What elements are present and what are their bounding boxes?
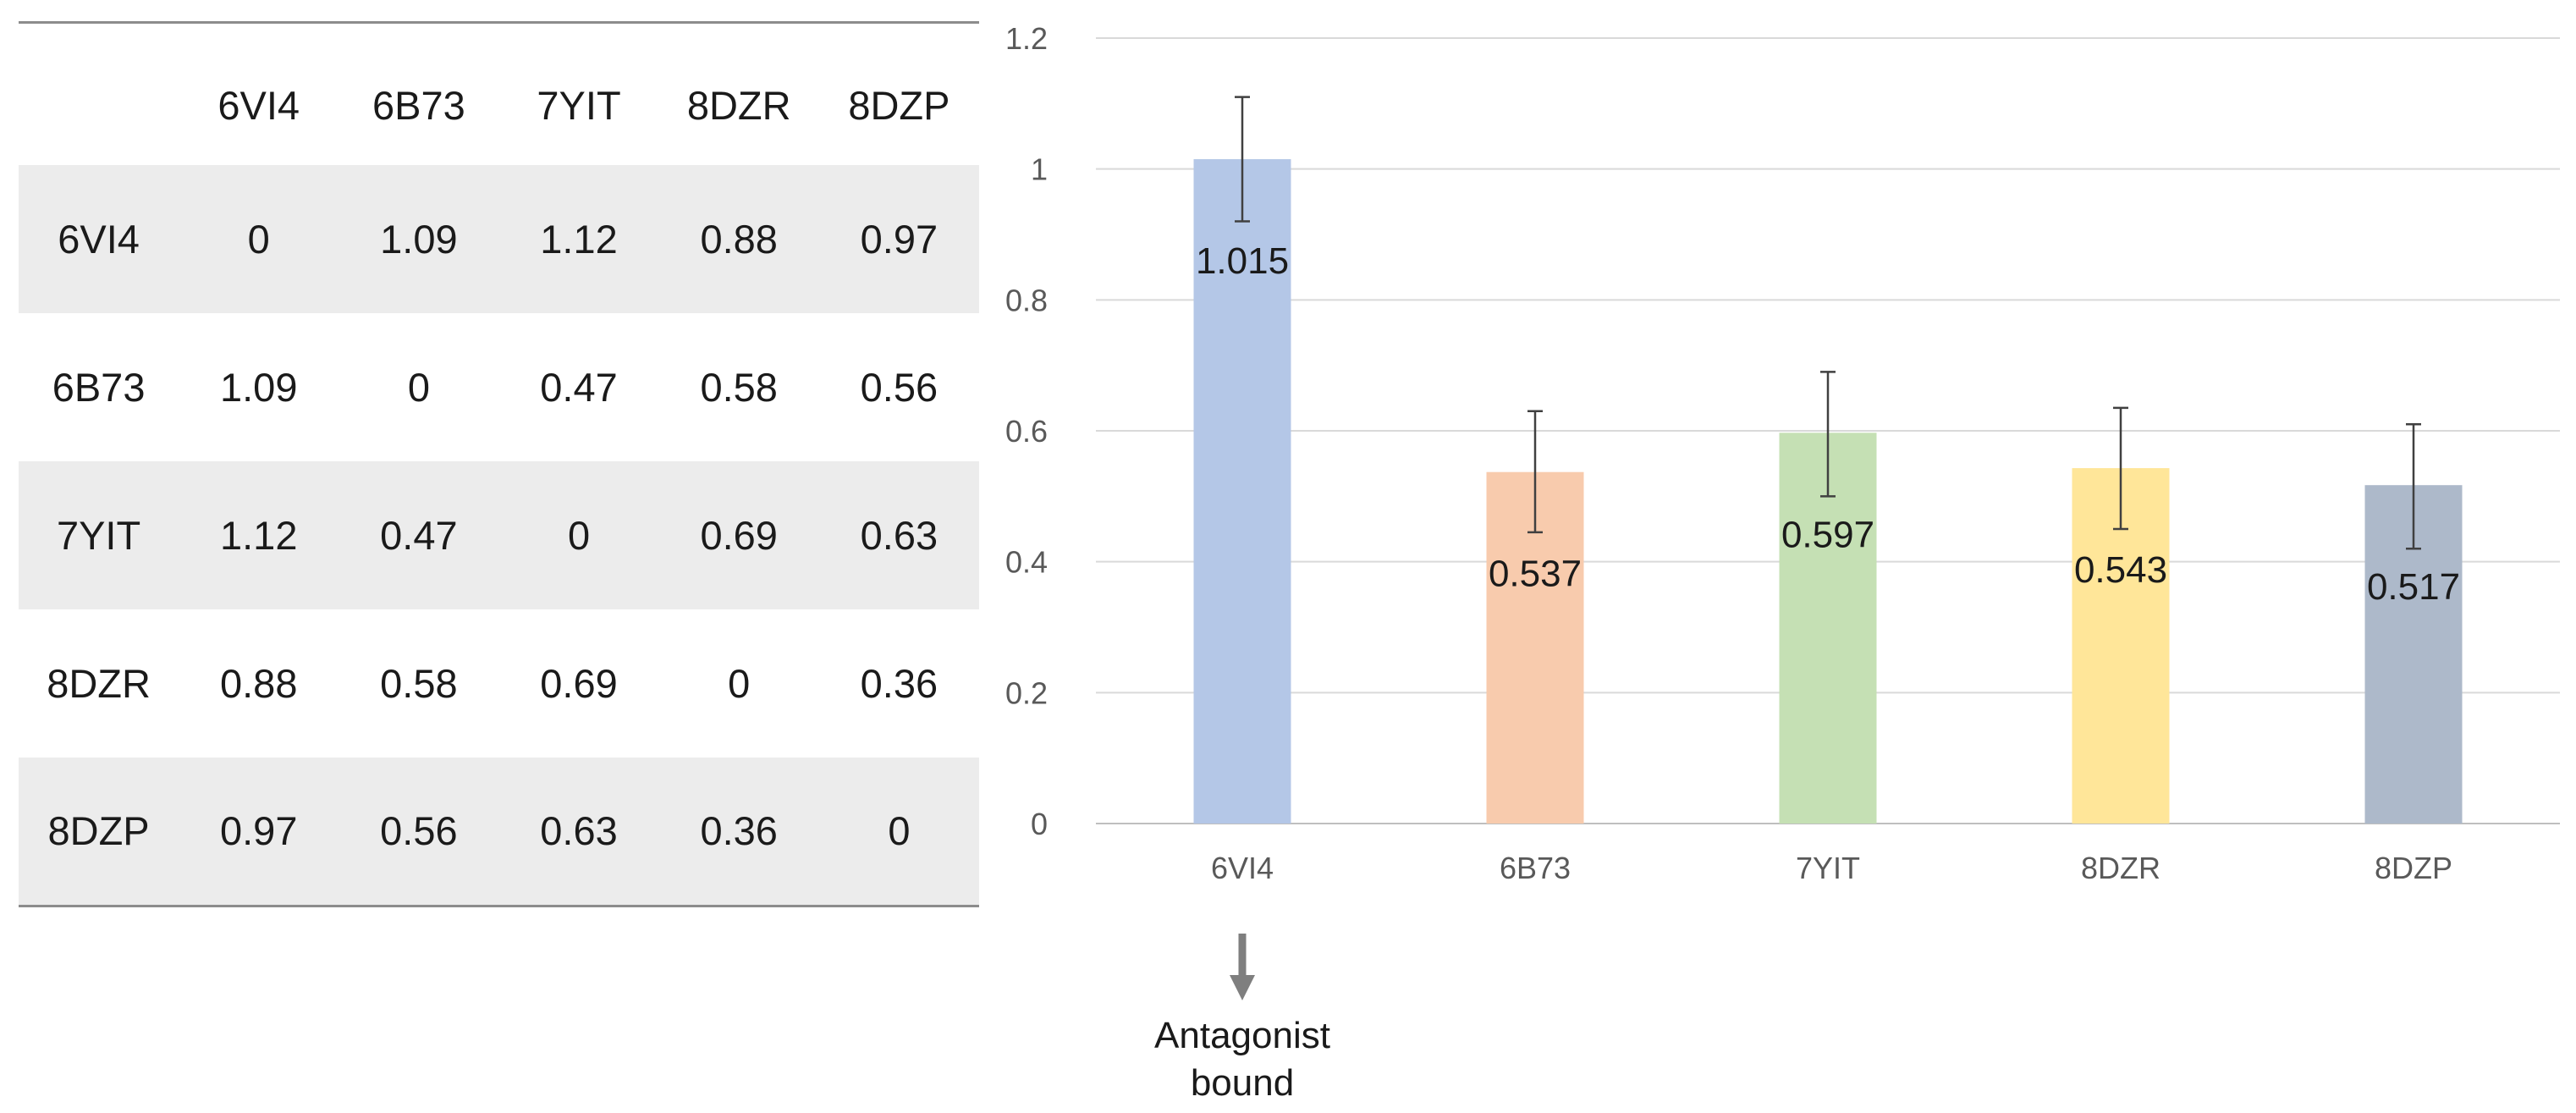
table-cell: 0: [567, 513, 591, 558]
table-cell: 7YIT: [56, 513, 141, 558]
data-label: 0.597: [1781, 514, 1874, 555]
table-row: 7YIT 1.12 0.47 0 0.69 0.63: [19, 461, 979, 609]
table-cell: 0.56: [860, 365, 938, 410]
table-cell: 0.36: [860, 661, 938, 706]
bar-7yit: [1779, 433, 1877, 824]
table-cell: 8DZR: [47, 661, 151, 706]
table-header-cell: 8DZR: [686, 82, 791, 128]
table-row: 6VI4 0 1.09 1.12 0.88 0.97: [19, 165, 979, 313]
y-tick-label: 0.8: [1005, 283, 1048, 317]
x-tick-label: 6VI4: [1211, 851, 1274, 885]
table-header-cell: 7YIT: [537, 82, 621, 128]
table-header-cell: 6B73: [372, 82, 465, 128]
table-cell: 0.69: [540, 661, 618, 706]
table-cell: 0.97: [860, 217, 938, 262]
gridlines: [1096, 37, 2560, 824]
table-cell: 0.47: [540, 365, 618, 410]
table-top-rule: [19, 21, 979, 24]
table-cell: 0: [407, 365, 430, 410]
y-tick-label: 0.4: [1005, 545, 1048, 580]
table-cell: 0.69: [700, 513, 778, 558]
y-tick-label: 1: [1031, 152, 1048, 187]
x-axis-labels: 6VI4 6B73 7YIT 8DZR 8DZP: [1211, 851, 2452, 885]
data-label: 0.517: [2367, 566, 2460, 608]
table-cell: 0.88: [219, 661, 298, 706]
table-row: 6B73 1.09 0 0.47 0.58 0.56: [19, 313, 979, 461]
y-axis-ticks: 0 0.2 0.4 0.6 0.8 1 1.2: [1005, 21, 1048, 841]
table-cell: 0.58: [700, 365, 778, 410]
annotation: Antagonist bound: [1154, 934, 1330, 1104]
x-tick-label: 8DZP: [2375, 851, 2452, 885]
table-cell: 0.56: [339, 758, 499, 907]
table-cell: 1.12: [219, 513, 298, 558]
data-label: 0.543: [2074, 549, 2167, 591]
bar-6vi4: [1193, 159, 1291, 824]
x-tick-label: 6B73: [1500, 851, 1571, 885]
table-cell: 1.12: [540, 217, 618, 262]
table-cell: 8DZP: [19, 758, 179, 907]
x-tick-label: 7YIT: [1796, 851, 1860, 885]
table-cell: 0.63: [498, 758, 659, 907]
data-labels: 1.015 0.537 0.597 0.543 0.517: [1196, 240, 2460, 608]
table-header-row: 6VI4 6B73 7YIT 8DZR 8DZP: [19, 21, 979, 165]
bar-chart: 0 0.2 0.4 0.6 0.8 1 1.2 1.015 0.537 0.597 0.543 0.…: [1005, 21, 2560, 1104]
down-arrow-icon: [1230, 975, 1255, 1000]
table-row: 8DZP 0.97 0.56 0.63 0.36 0: [19, 758, 979, 907]
table-cell: 0.36: [658, 758, 819, 907]
table-cell: 0: [818, 758, 979, 907]
table-cell: 0: [247, 217, 270, 262]
table-cell: 1.09: [380, 217, 458, 262]
table-cell: 1.09: [219, 365, 298, 410]
annotation-label: Antagonist: [1154, 1015, 1330, 1056]
table-header-cell: [19, 21, 179, 165]
table-cell: 0.63: [860, 513, 938, 558]
table-cell: 0.58: [380, 661, 458, 706]
y-tick-label: 0.6: [1005, 414, 1048, 449]
table-header-cell: 8DZP: [848, 82, 950, 128]
y-tick-label: 0: [1031, 807, 1048, 841]
table-cell: 6B73: [52, 365, 146, 410]
data-label: 1.015: [1196, 240, 1289, 282]
data-label: 0.537: [1489, 554, 1582, 595]
rmsd-table: 6VI4 6B73 7YIT 8DZR 8DZP 6VI4 0 1.09 1.1…: [19, 21, 979, 907]
table-header-cell: 6VI4: [217, 82, 300, 128]
table-cell: 6VI4: [58, 217, 140, 262]
x-tick-label: 8DZR: [2081, 851, 2160, 885]
error-bars: [1235, 96, 2421, 550]
table-cell: 0.47: [380, 513, 458, 558]
table-cell: 0.97: [179, 758, 339, 907]
table-cell: 0.88: [700, 217, 778, 262]
y-tick-label: 0.2: [1005, 675, 1048, 710]
y-tick-label: 1.2: [1005, 21, 1048, 56]
table-cell: 0: [728, 661, 751, 706]
table-row: 8DZR 0.88 0.58 0.69 0 0.36: [19, 609, 979, 758]
annotation-label: bound: [1191, 1062, 1294, 1104]
